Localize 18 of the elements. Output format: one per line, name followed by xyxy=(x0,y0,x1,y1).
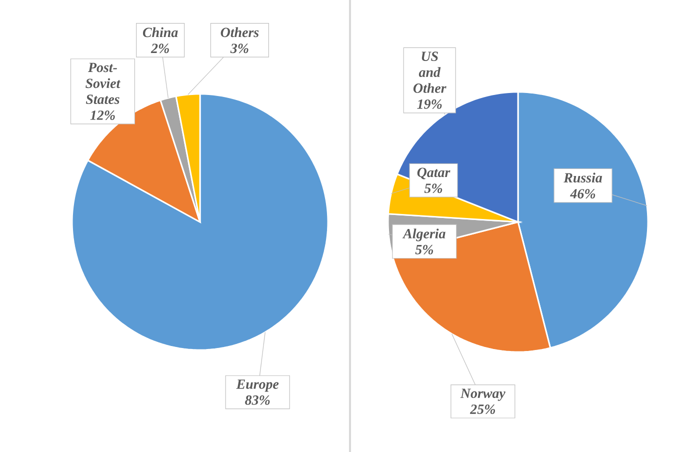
slice-label: Qatar xyxy=(417,168,450,180)
data-label: 5% xyxy=(415,244,433,254)
data-label: 5% xyxy=(424,184,442,194)
slice-label: Europe xyxy=(236,380,279,392)
data-label: 83% xyxy=(245,395,270,405)
data-label: 12% xyxy=(90,110,115,120)
data-label: 25% xyxy=(470,404,495,414)
data-label: 19% xyxy=(417,99,442,109)
slice-label: Norway xyxy=(460,388,506,401)
data-label: 46% xyxy=(570,189,596,198)
data-label: 3% xyxy=(230,44,248,54)
slice-label: US and Other xyxy=(413,52,446,93)
slice-label: Russia xyxy=(564,172,602,183)
slice-label: Others xyxy=(220,27,259,38)
data-label: 2% xyxy=(150,44,169,54)
slice-label: Post-Soviet States xyxy=(86,62,121,104)
slice-label: China xyxy=(142,27,178,38)
slice-label: Algeria xyxy=(402,228,446,242)
